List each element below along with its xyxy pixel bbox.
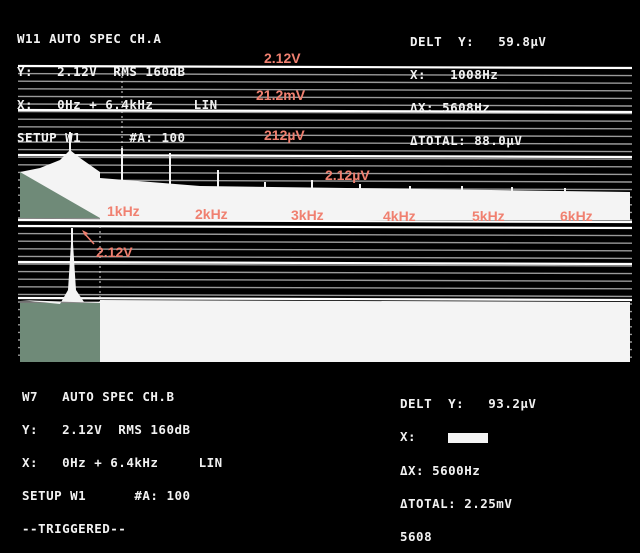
header-line: Y: 2.12V RMS 160dB — [22, 422, 191, 437]
channel-b-header: W7 AUTO SPEC CH.B Y: 2.12V RMS 160dB X: … — [22, 369, 223, 545]
readout-line: X: — [400, 430, 536, 443]
level-label: 212µV — [264, 127, 305, 143]
readout-line: ΔTOTAL: 2.25mV — [400, 495, 513, 511]
grid-line — [17, 72, 633, 77]
readout-line: DELT Y: 93.2µV — [400, 396, 537, 411]
header-line: SETUP W1 #A: 100 — [17, 130, 186, 145]
grid-line — [17, 263, 633, 267]
frequency-label: 1kHz — [107, 203, 140, 219]
readout-line: X: 1008Hz — [410, 67, 499, 82]
channel-a-readout: DELT Y: 59.8µV X: 1008Hz ΔX: 5608Hz ΔTOT… — [410, 14, 546, 157]
grid-line — [17, 141, 633, 145]
shaded-region — [20, 303, 100, 362]
grid-line-major — [17, 153, 633, 159]
header-line: X: 0Hz + 6.4kHz LIN — [22, 455, 223, 470]
header-line: SETUP W1 #A: 100 — [22, 488, 191, 503]
grid-line — [17, 133, 633, 138]
grid-line-major — [17, 296, 633, 302]
grid-line — [17, 95, 633, 100]
grid-line — [17, 156, 633, 160]
header-line: Y: 2.12V RMS 160dB — [17, 64, 186, 79]
grid-line — [17, 88, 633, 92]
grid-line — [17, 286, 633, 290]
grid-line — [17, 248, 633, 252]
grid-line — [17, 126, 633, 130]
grid-line-major — [17, 108, 633, 114]
grid-line — [17, 118, 633, 122]
frequency-label: 3kHz — [291, 207, 324, 223]
grid-line — [17, 103, 633, 107]
peak-label: 2.12V — [96, 244, 133, 260]
trace-fill — [20, 150, 630, 220]
spectrum-display — [17, 64, 633, 362]
grid-line-major — [17, 218, 633, 224]
grid-line — [17, 240, 633, 244]
grid-line — [17, 278, 633, 282]
header-line: W11 AUTO SPEC CH.A — [17, 31, 162, 46]
trace-fill — [20, 228, 630, 362]
channel-b-readout: DELT Y: 93.2µV X: ΔX: 5600Hz ΔTOTAL: 2.2… — [400, 376, 536, 553]
readout-line: ΔTOTAL: 88.0µV — [410, 133, 523, 148]
frequency-label: 2kHz — [195, 206, 228, 222]
x-value-box — [448, 432, 489, 443]
readout-line: ΔX: 5608Hz — [410, 100, 491, 115]
grid-line — [17, 110, 633, 115]
header-line: W7 AUTO SPEC CH.B — [22, 389, 175, 404]
level-label: 2.12µV — [325, 167, 370, 183]
channel-a-header: W11 AUTO SPEC CH.A Y: 2.12V RMS 160dB X:… — [17, 11, 218, 154]
level-label: 21.2mV — [256, 87, 306, 103]
grid-line-major — [17, 224, 633, 230]
readout-line: 5608 — [400, 528, 433, 544]
level-label: 2.12V — [264, 50, 301, 66]
grid-line — [17, 293, 633, 298]
frequency-label: 4kHz — [383, 208, 416, 224]
grid-line-major — [17, 64, 633, 70]
header-line: X: 0Hz + 6.4kHz LIN — [17, 97, 218, 112]
readout-line: DELT Y: 59.8µV — [410, 34, 547, 49]
readout-line: ΔX: 5600Hz — [400, 462, 481, 478]
grid-line — [17, 148, 633, 153]
grid-line — [17, 255, 633, 260]
grid-line-major — [17, 260, 633, 266]
grid-line — [17, 80, 633, 84]
grid-line — [17, 232, 633, 237]
arrow-head-icon — [82, 230, 88, 236]
trigger-status: --TRIGGERED-- — [22, 521, 127, 536]
grid-line — [17, 164, 633, 168]
grid-line — [17, 270, 633, 275]
frequency-label: 6kHz — [560, 208, 593, 224]
frequency-label: 5kHz — [472, 208, 505, 224]
grid-line — [17, 171, 633, 176]
